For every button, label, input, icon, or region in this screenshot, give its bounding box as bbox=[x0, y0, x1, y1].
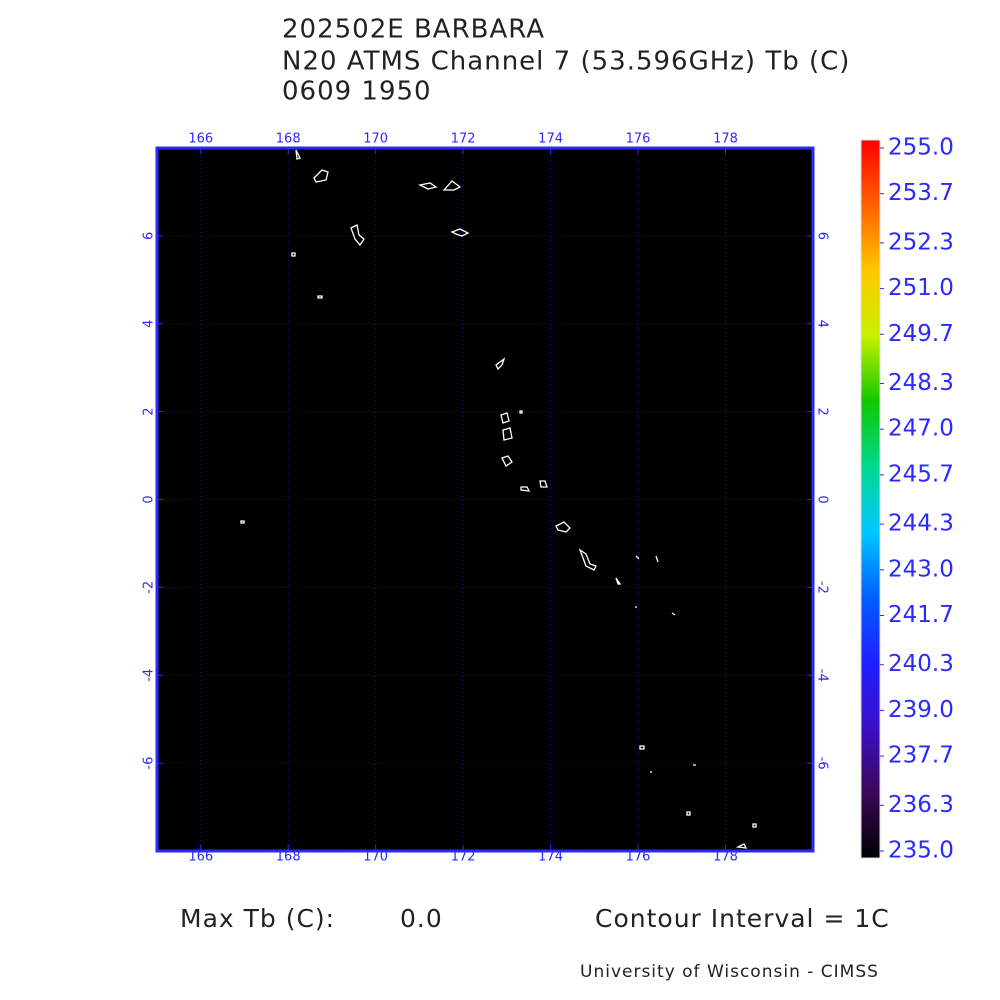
x-tick-label: 170 bbox=[363, 132, 388, 147]
x-tick-label: 166 bbox=[188, 132, 213, 147]
y-tick-label: -4 bbox=[815, 669, 830, 682]
contour-interval: Contour Interval = 1C bbox=[595, 904, 890, 933]
colorbar-label: 235.0 bbox=[888, 838, 954, 864]
y-tick-label: -2 bbox=[815, 581, 830, 594]
x-tick-label: 174 bbox=[538, 850, 563, 865]
colorbar-label: 243.0 bbox=[888, 556, 954, 582]
map-panel: 166 166 168 168 170 170 172 172 174 174 176 176 178 1… bbox=[142, 132, 830, 865]
colorbar-label: 248.3 bbox=[888, 370, 954, 396]
x-tick-label: 168 bbox=[276, 850, 301, 865]
y-tick-label: -4 bbox=[142, 669, 157, 682]
x-tick-label: 176 bbox=[626, 850, 651, 865]
y-tick-label: 2 bbox=[142, 407, 157, 415]
colorbar-label: 251.0 bbox=[888, 275, 954, 301]
coastlines bbox=[240, 149, 757, 849]
colorbar-label: 253.7 bbox=[888, 180, 954, 206]
x-tick-label: 172 bbox=[451, 132, 476, 147]
credit: University of Wisconsin - CIMSS bbox=[580, 962, 879, 982]
colorbar-label: 239.0 bbox=[888, 697, 954, 723]
y-tick-label: -2 bbox=[142, 581, 157, 594]
colorbar-label: 244.3 bbox=[888, 511, 954, 537]
y-tick-label: 0 bbox=[142, 495, 157, 503]
max-value: 0.0 bbox=[400, 904, 443, 933]
x-tick-label: 166 bbox=[188, 850, 213, 865]
subtitle: N20 ATMS Channel 7 (53.596GHz) Tb (C) bbox=[282, 47, 850, 77]
colorbar-label: 241.7 bbox=[888, 602, 954, 628]
x-tick-label: 174 bbox=[538, 132, 563, 147]
x-tick-label: 178 bbox=[713, 850, 738, 865]
title: 202502E BARBARA bbox=[282, 15, 545, 45]
colorbar-label: 237.7 bbox=[888, 743, 954, 769]
x-tick-label: 178 bbox=[713, 132, 738, 147]
colorbar-scale bbox=[860, 139, 881, 859]
x-tick-label: 168 bbox=[276, 132, 301, 147]
y-tick-label: 6 bbox=[815, 232, 830, 240]
colorbar-label: 252.3 bbox=[888, 229, 954, 255]
y-tick-label: 2 bbox=[815, 407, 830, 415]
colorbar-label: 245.7 bbox=[888, 461, 954, 487]
colorbar-label: 255.0 bbox=[888, 135, 954, 161]
max-label: Max Tb (C): bbox=[180, 904, 335, 933]
x-tick-label: 170 bbox=[363, 850, 388, 865]
y-tick-label: 0 bbox=[815, 495, 830, 503]
y-tick-label: -6 bbox=[142, 757, 157, 770]
y-tick-label: -6 bbox=[815, 757, 830, 770]
colorbar-label: 247.0 bbox=[888, 416, 954, 442]
y-tick-label: 6 bbox=[142, 232, 157, 240]
x-tick-label: 172 bbox=[451, 850, 476, 865]
y-tick-label: 4 bbox=[142, 320, 157, 328]
colorbar-label: 236.3 bbox=[888, 792, 954, 818]
colorbar-label: 240.3 bbox=[888, 651, 954, 677]
colorbar: 255.0 253.7 252.3 251.0 249.7 248.3 247.0 245.7… bbox=[860, 135, 954, 864]
map-border bbox=[155, 146, 815, 853]
x-tick-label: 176 bbox=[626, 132, 651, 147]
y-tick-label: 4 bbox=[815, 320, 830, 328]
time: 0609 1950 bbox=[282, 77, 432, 107]
colorbar-label: 249.7 bbox=[888, 321, 954, 347]
